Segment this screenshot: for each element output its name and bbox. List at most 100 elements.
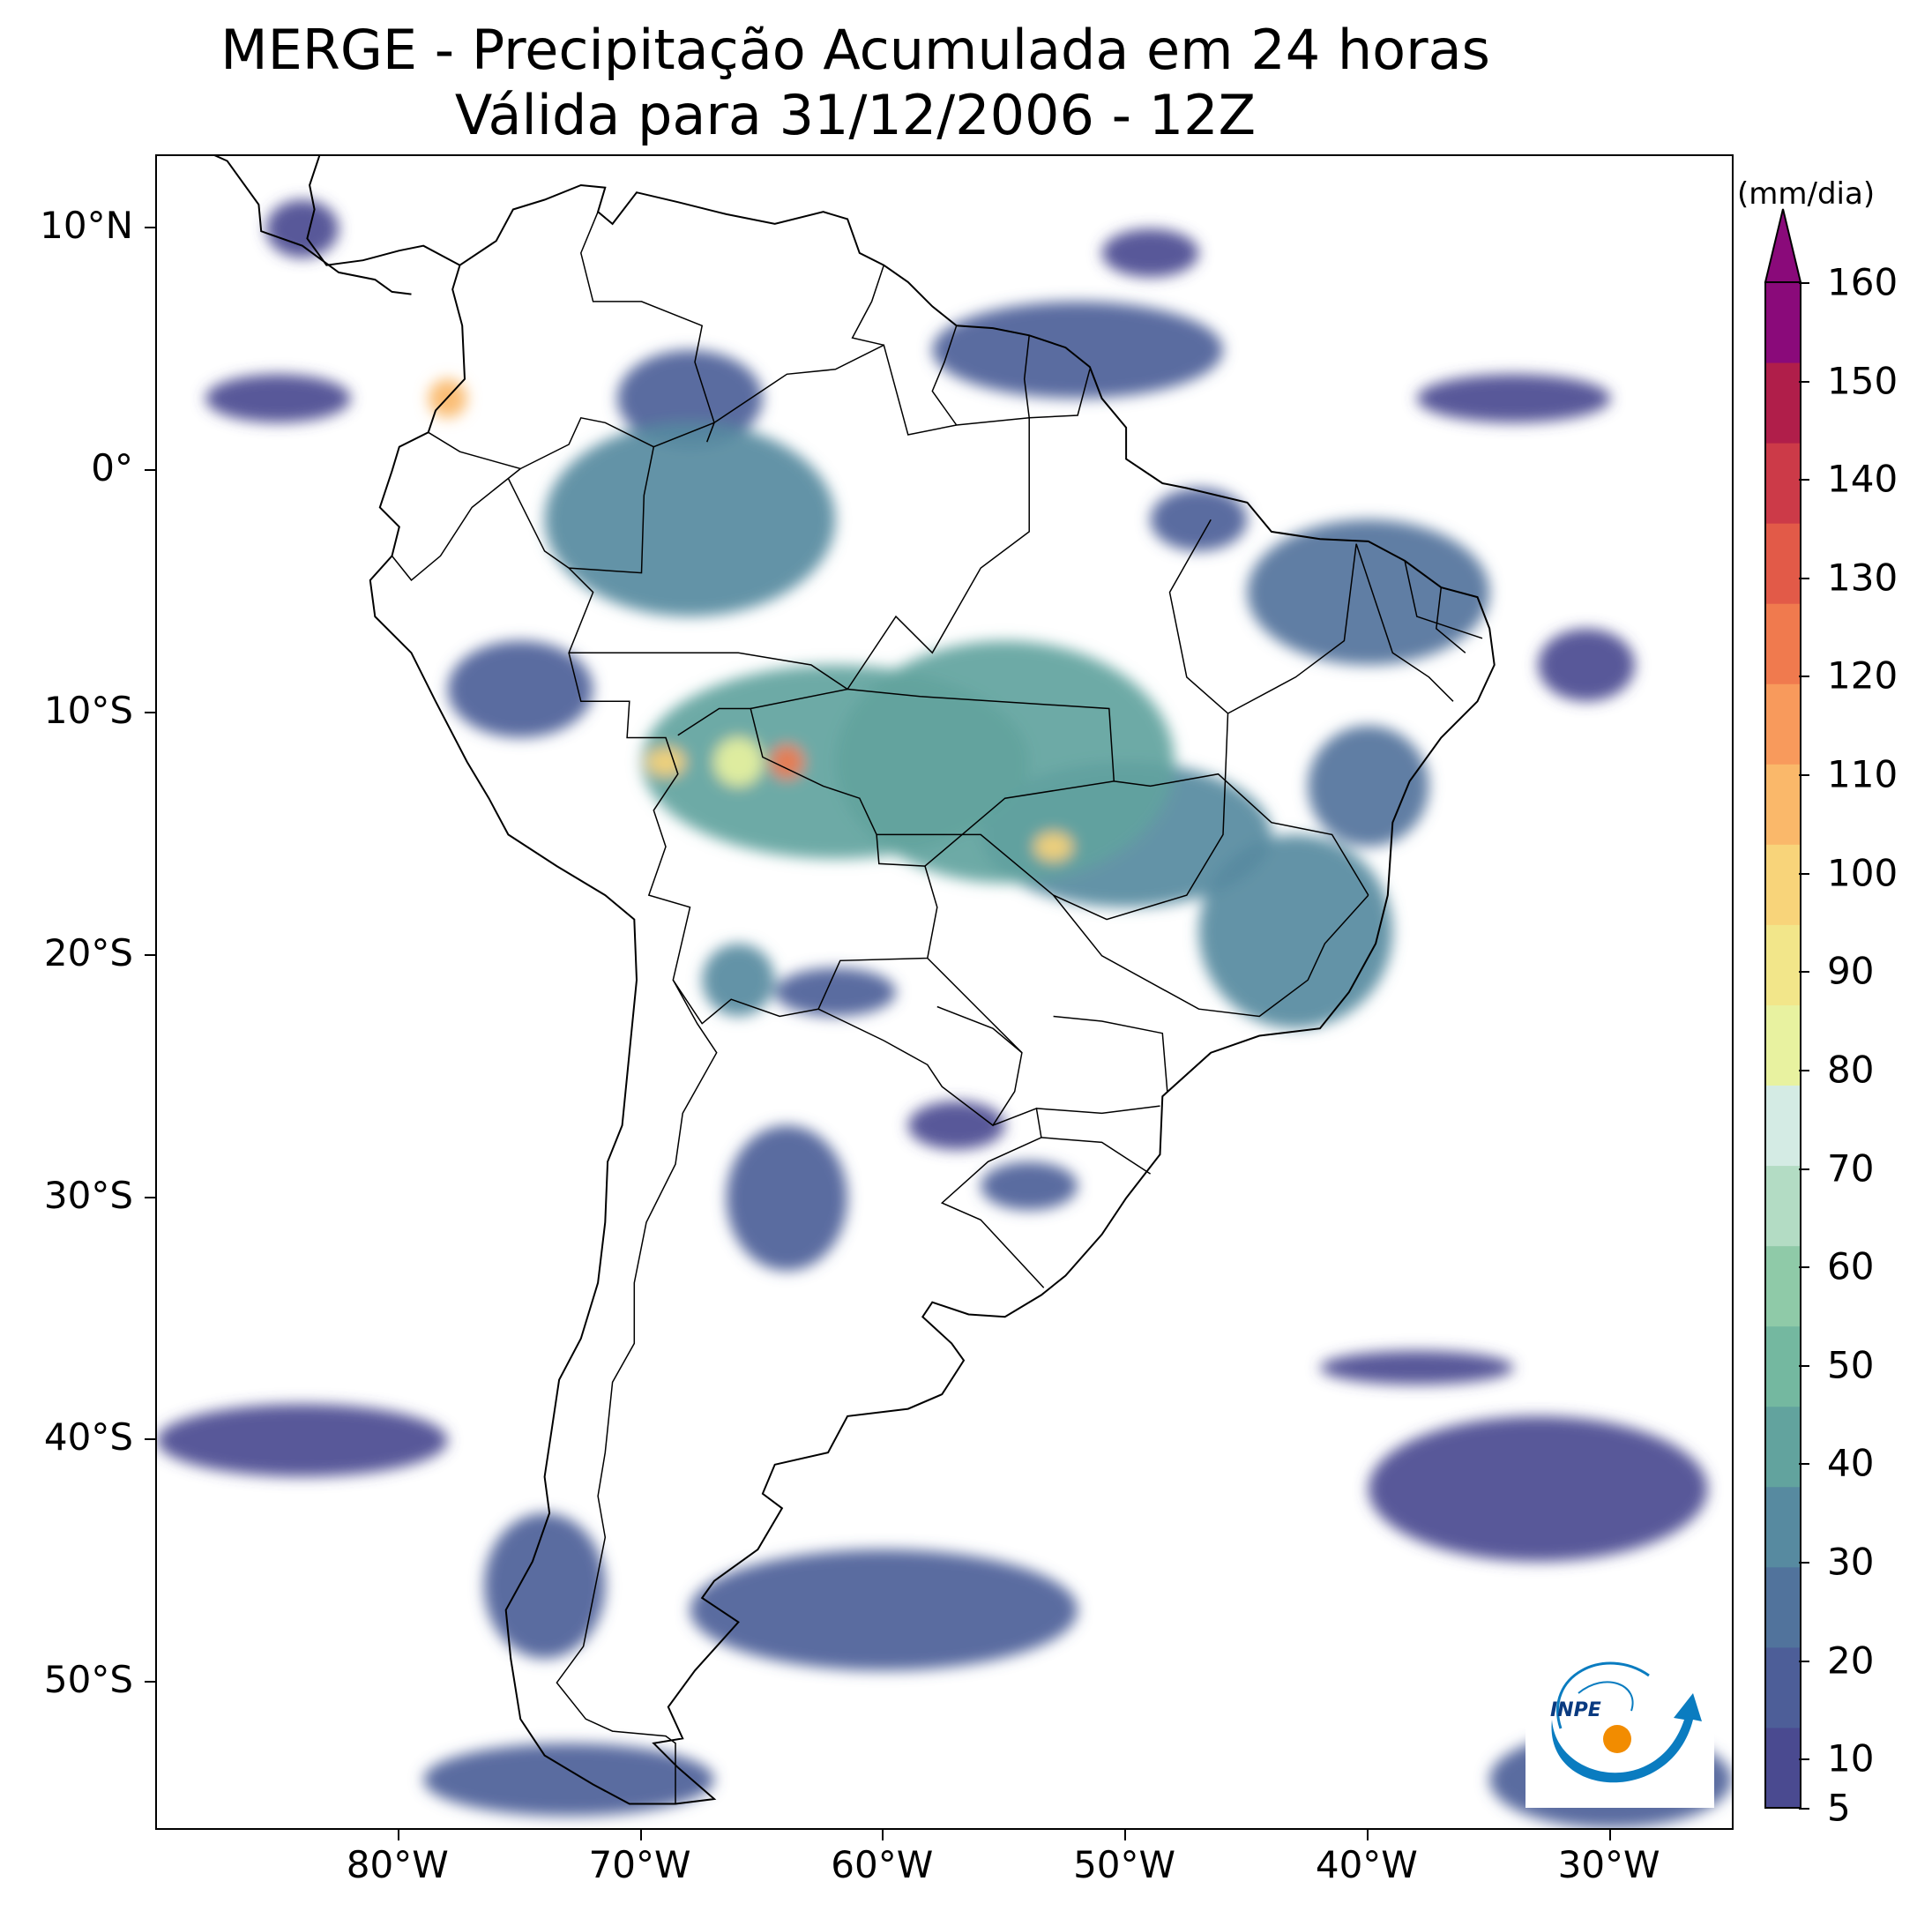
lat-tick-mark xyxy=(145,227,155,229)
colorbar-unit-label: (mm/dia) xyxy=(1737,176,1876,212)
colorbar-tick-mark xyxy=(1799,1266,1809,1269)
precip-area xyxy=(690,1549,1078,1671)
border-line xyxy=(817,1005,1023,1127)
lon-tick-mark xyxy=(639,1830,642,1840)
border-line xyxy=(1023,335,1030,418)
colorbar-tick-mark xyxy=(1799,1069,1809,1071)
border-line xyxy=(1041,1137,1152,1175)
precip-area xyxy=(1033,832,1073,862)
lon-tick-mark xyxy=(1366,1830,1369,1840)
precip-area xyxy=(981,1161,1078,1211)
precip-area xyxy=(447,640,593,738)
border-line xyxy=(1053,1015,1168,1092)
colorbar-segment xyxy=(1765,1566,1801,1648)
lat-tick-mark xyxy=(145,1681,155,1683)
colorbar-tick-label: 110 xyxy=(1827,752,1898,796)
colorbar-extend-arrow xyxy=(1764,208,1802,283)
lon-tick-label: 40°W xyxy=(1315,1843,1418,1886)
colorbar-segment xyxy=(1765,603,1801,684)
border-line xyxy=(1114,773,1369,896)
colorbar-tick-mark xyxy=(1799,1808,1809,1810)
precip-area xyxy=(265,199,339,258)
colorbar-tick-mark xyxy=(1799,1168,1809,1170)
colorbar-tick-label: 40 xyxy=(1827,1441,1875,1485)
colorbar-segment xyxy=(1765,1646,1801,1728)
lon-tick-label: 60°W xyxy=(831,1843,934,1886)
precip-area xyxy=(702,944,775,1017)
precip-area xyxy=(1198,834,1393,1029)
colorbar-tick-mark xyxy=(1799,1660,1809,1662)
precip-area xyxy=(1416,374,1611,423)
precip-area xyxy=(1247,519,1490,666)
precip-area xyxy=(617,349,763,447)
lon-tick-mark xyxy=(1608,1830,1611,1840)
precip-area xyxy=(423,1743,714,1817)
colorbar-segment xyxy=(1765,1727,1801,1809)
colorbar-tick-label: 20 xyxy=(1827,1639,1875,1683)
colorbar-segment xyxy=(1765,1004,1801,1086)
colorbar-tick-label: 130 xyxy=(1827,556,1898,600)
colorbar-tick-label: 10 xyxy=(1827,1736,1875,1780)
precip-area xyxy=(1150,488,1248,551)
lat-tick-mark xyxy=(145,953,155,956)
central-america-coastline xyxy=(213,156,460,295)
colorbar-tick-mark xyxy=(1799,1364,1809,1367)
colorbar-tick-label: 60 xyxy=(1827,1244,1875,1288)
map-panel xyxy=(155,154,1734,1830)
precip-area xyxy=(932,301,1223,399)
colorbar-segment xyxy=(1765,1165,1801,1247)
colorbar-segment xyxy=(1765,523,1801,604)
colorbar-tick-mark xyxy=(1799,479,1809,481)
colorbar-tick-label: 5 xyxy=(1827,1786,1851,1830)
lon-tick-label: 70°W xyxy=(588,1843,691,1886)
border-line xyxy=(569,652,848,690)
lon-tick-mark xyxy=(1124,1830,1127,1840)
border-line xyxy=(1227,543,1357,714)
colorbar-tick-label: 50 xyxy=(1827,1343,1875,1387)
colorbar-tick-mark xyxy=(1799,1463,1809,1466)
precip-area xyxy=(157,1404,448,1477)
colorbar-tick-mark xyxy=(1799,872,1809,875)
lat-tick-label: 40°S xyxy=(43,1415,133,1459)
lat-tick-label: 0° xyxy=(91,446,133,490)
border-line xyxy=(507,478,570,569)
colorbar-tick-label: 120 xyxy=(1827,653,1898,698)
colorbar-tick-mark xyxy=(1799,774,1809,777)
inpe-logo-icon: INPE xyxy=(1550,1661,1702,1783)
precip-area xyxy=(774,967,897,1017)
border-line xyxy=(1404,560,1483,639)
colorbar-segment xyxy=(1765,764,1801,845)
colorbar-tick-mark xyxy=(1799,676,1809,678)
lat-tick-label: 20°S xyxy=(43,930,133,974)
colorbar xyxy=(1764,208,1802,1809)
inpe-logo: INPE xyxy=(1525,1623,1714,1808)
border-line xyxy=(931,325,958,426)
colorbar-segment xyxy=(1765,924,1801,1005)
colorbar-segment xyxy=(1765,1406,1801,1488)
map-title-line1: MERGE - Precipitação Acumulada em 24 hor… xyxy=(220,18,1490,82)
colorbar-tick-mark xyxy=(1799,282,1809,284)
precip-area xyxy=(1538,628,1636,702)
colorbar-segment xyxy=(1765,282,1801,363)
colorbar-segment xyxy=(1765,443,1801,524)
colorbar-tick-label: 140 xyxy=(1827,457,1898,501)
colorbar-tick-label: 150 xyxy=(1827,359,1898,403)
lat-tick-mark xyxy=(145,1438,155,1441)
coastline-layer xyxy=(213,156,1496,1805)
colorbar-frame xyxy=(1764,281,1801,1809)
precipitation-map xyxy=(157,156,1732,1828)
lat-tick-label: 50°S xyxy=(43,1658,133,1702)
precip-area xyxy=(1308,725,1429,847)
colorbar-segments xyxy=(1765,282,1801,1809)
border-line xyxy=(1436,587,1466,653)
lat-tick-label: 10°N xyxy=(40,204,133,248)
colorbar-tick-label: 160 xyxy=(1827,260,1898,304)
colorbar-tick-mark xyxy=(1799,577,1809,579)
lon-tick-mark xyxy=(397,1830,399,1840)
precip-area xyxy=(205,374,351,423)
border-line xyxy=(580,211,715,443)
border-line xyxy=(1355,543,1454,702)
colorbar-segment xyxy=(1765,1085,1801,1167)
lon-tick-label: 50°W xyxy=(1073,1843,1176,1886)
colorbar-tick-mark xyxy=(1799,1561,1809,1564)
